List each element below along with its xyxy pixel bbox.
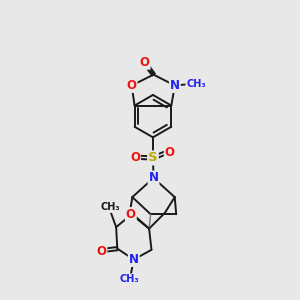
Text: CH₃: CH₃ bbox=[120, 274, 140, 284]
Text: N: N bbox=[129, 253, 139, 266]
Text: O: O bbox=[96, 245, 106, 258]
Text: CH₃: CH₃ bbox=[186, 79, 206, 89]
Text: S: S bbox=[148, 152, 158, 164]
Text: O: O bbox=[165, 146, 175, 159]
Text: O: O bbox=[130, 152, 140, 164]
Text: N: N bbox=[148, 172, 158, 184]
Text: N: N bbox=[170, 79, 180, 92]
Text: O: O bbox=[126, 208, 136, 221]
Text: O: O bbox=[127, 79, 136, 92]
Text: CH₃: CH₃ bbox=[100, 202, 120, 212]
Text: O: O bbox=[140, 56, 150, 69]
